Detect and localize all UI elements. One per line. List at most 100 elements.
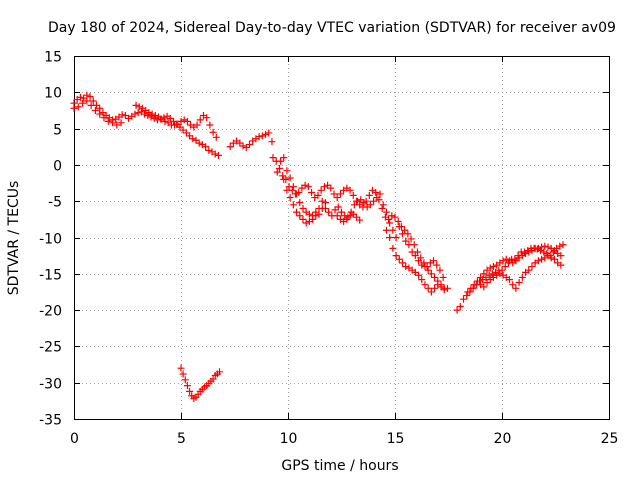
data-point: [528, 263, 536, 271]
data-point: [557, 252, 565, 260]
data-point: [544, 243, 552, 251]
data-point: [314, 191, 322, 199]
data-point: [320, 183, 328, 191]
data-point: [557, 261, 565, 269]
data-point: [398, 259, 406, 267]
data-point: [440, 286, 448, 294]
data-point: [511, 255, 519, 263]
data-point: [304, 183, 312, 191]
y-tick-label: 0: [53, 159, 62, 175]
data-point: [436, 266, 444, 274]
data-point: [407, 235, 415, 243]
data-point: [498, 266, 506, 274]
data-point: [211, 150, 219, 158]
data-point: [285, 183, 293, 191]
data-point: [394, 218, 402, 226]
data-point: [334, 203, 342, 211]
x-tick-label: 15: [387, 431, 405, 447]
data-point: [379, 201, 387, 209]
data-point: [330, 190, 338, 198]
data-point: [489, 263, 497, 271]
data-point: [275, 165, 283, 173]
data-point: [538, 243, 546, 251]
grid-lines: [74, 56, 609, 419]
data-point: [540, 248, 548, 256]
data-point: [70, 104, 78, 112]
data-point: [477, 273, 485, 281]
data-point: [538, 255, 546, 263]
data-point: [359, 203, 367, 211]
data-point: [318, 197, 326, 205]
data-point: [388, 212, 396, 220]
data-point: [117, 119, 125, 127]
x-tick-label: 20: [494, 431, 512, 447]
data-point: [177, 364, 185, 372]
data-point: [286, 194, 294, 202]
data-point: [502, 255, 510, 263]
data-point: [151, 112, 159, 120]
data-point: [370, 197, 378, 205]
data-point: [104, 117, 112, 125]
data-point: [392, 234, 400, 241]
data-point: [255, 133, 263, 141]
data-point: [272, 157, 280, 165]
data-point: [496, 270, 504, 278]
data-point: [423, 263, 431, 271]
data-point: [534, 244, 542, 252]
data-point: [333, 194, 341, 202]
data-point: [401, 226, 409, 234]
data-point: [499, 257, 507, 265]
data-point: [109, 119, 117, 127]
y-tick-label: 5: [53, 123, 62, 139]
data-point: [132, 101, 140, 109]
data-point: [443, 284, 451, 292]
data-point: [392, 252, 400, 260]
data-point: [386, 219, 394, 227]
data-point: [512, 284, 520, 292]
data-point: [402, 263, 410, 271]
data-point: [439, 273, 447, 281]
data-point: [318, 204, 326, 212]
data-point: [96, 110, 104, 118]
data-point: [485, 271, 493, 279]
data-point: [453, 306, 461, 314]
data-point: [430, 257, 438, 265]
data-point: [79, 99, 87, 107]
data-point: [352, 197, 360, 205]
data-point: [202, 143, 210, 151]
data-point: [522, 249, 530, 257]
data-point: [134, 109, 142, 117]
data-point: [113, 121, 121, 129]
data-point: [141, 110, 149, 118]
data-point: [193, 121, 201, 129]
data-point: [411, 252, 419, 260]
data-point: [417, 254, 425, 262]
data-point: [431, 284, 439, 292]
data-point: [177, 117, 185, 125]
data-points: [70, 91, 567, 403]
data-point: [302, 219, 310, 227]
data-point: [245, 141, 253, 149]
data-point: [362, 197, 370, 205]
data-point: [378, 204, 386, 212]
data-point: [196, 116, 204, 124]
data-point: [547, 254, 555, 262]
data-point: [385, 215, 393, 223]
data-point: [131, 110, 139, 118]
data-point: [118, 111, 126, 119]
data-point: [179, 370, 187, 378]
data-point: [424, 284, 432, 292]
data-point: [86, 93, 94, 101]
data-point: [315, 210, 323, 218]
data-point: [550, 255, 558, 263]
data-point: [509, 281, 517, 289]
data-point: [312, 212, 320, 220]
data-point: [321, 199, 329, 207]
y-tick-label: -25: [39, 340, 62, 356]
data-point: [421, 281, 429, 289]
data-point: [296, 199, 304, 207]
data-point: [87, 101, 95, 109]
data-point: [541, 242, 549, 250]
data-point: [365, 191, 373, 199]
